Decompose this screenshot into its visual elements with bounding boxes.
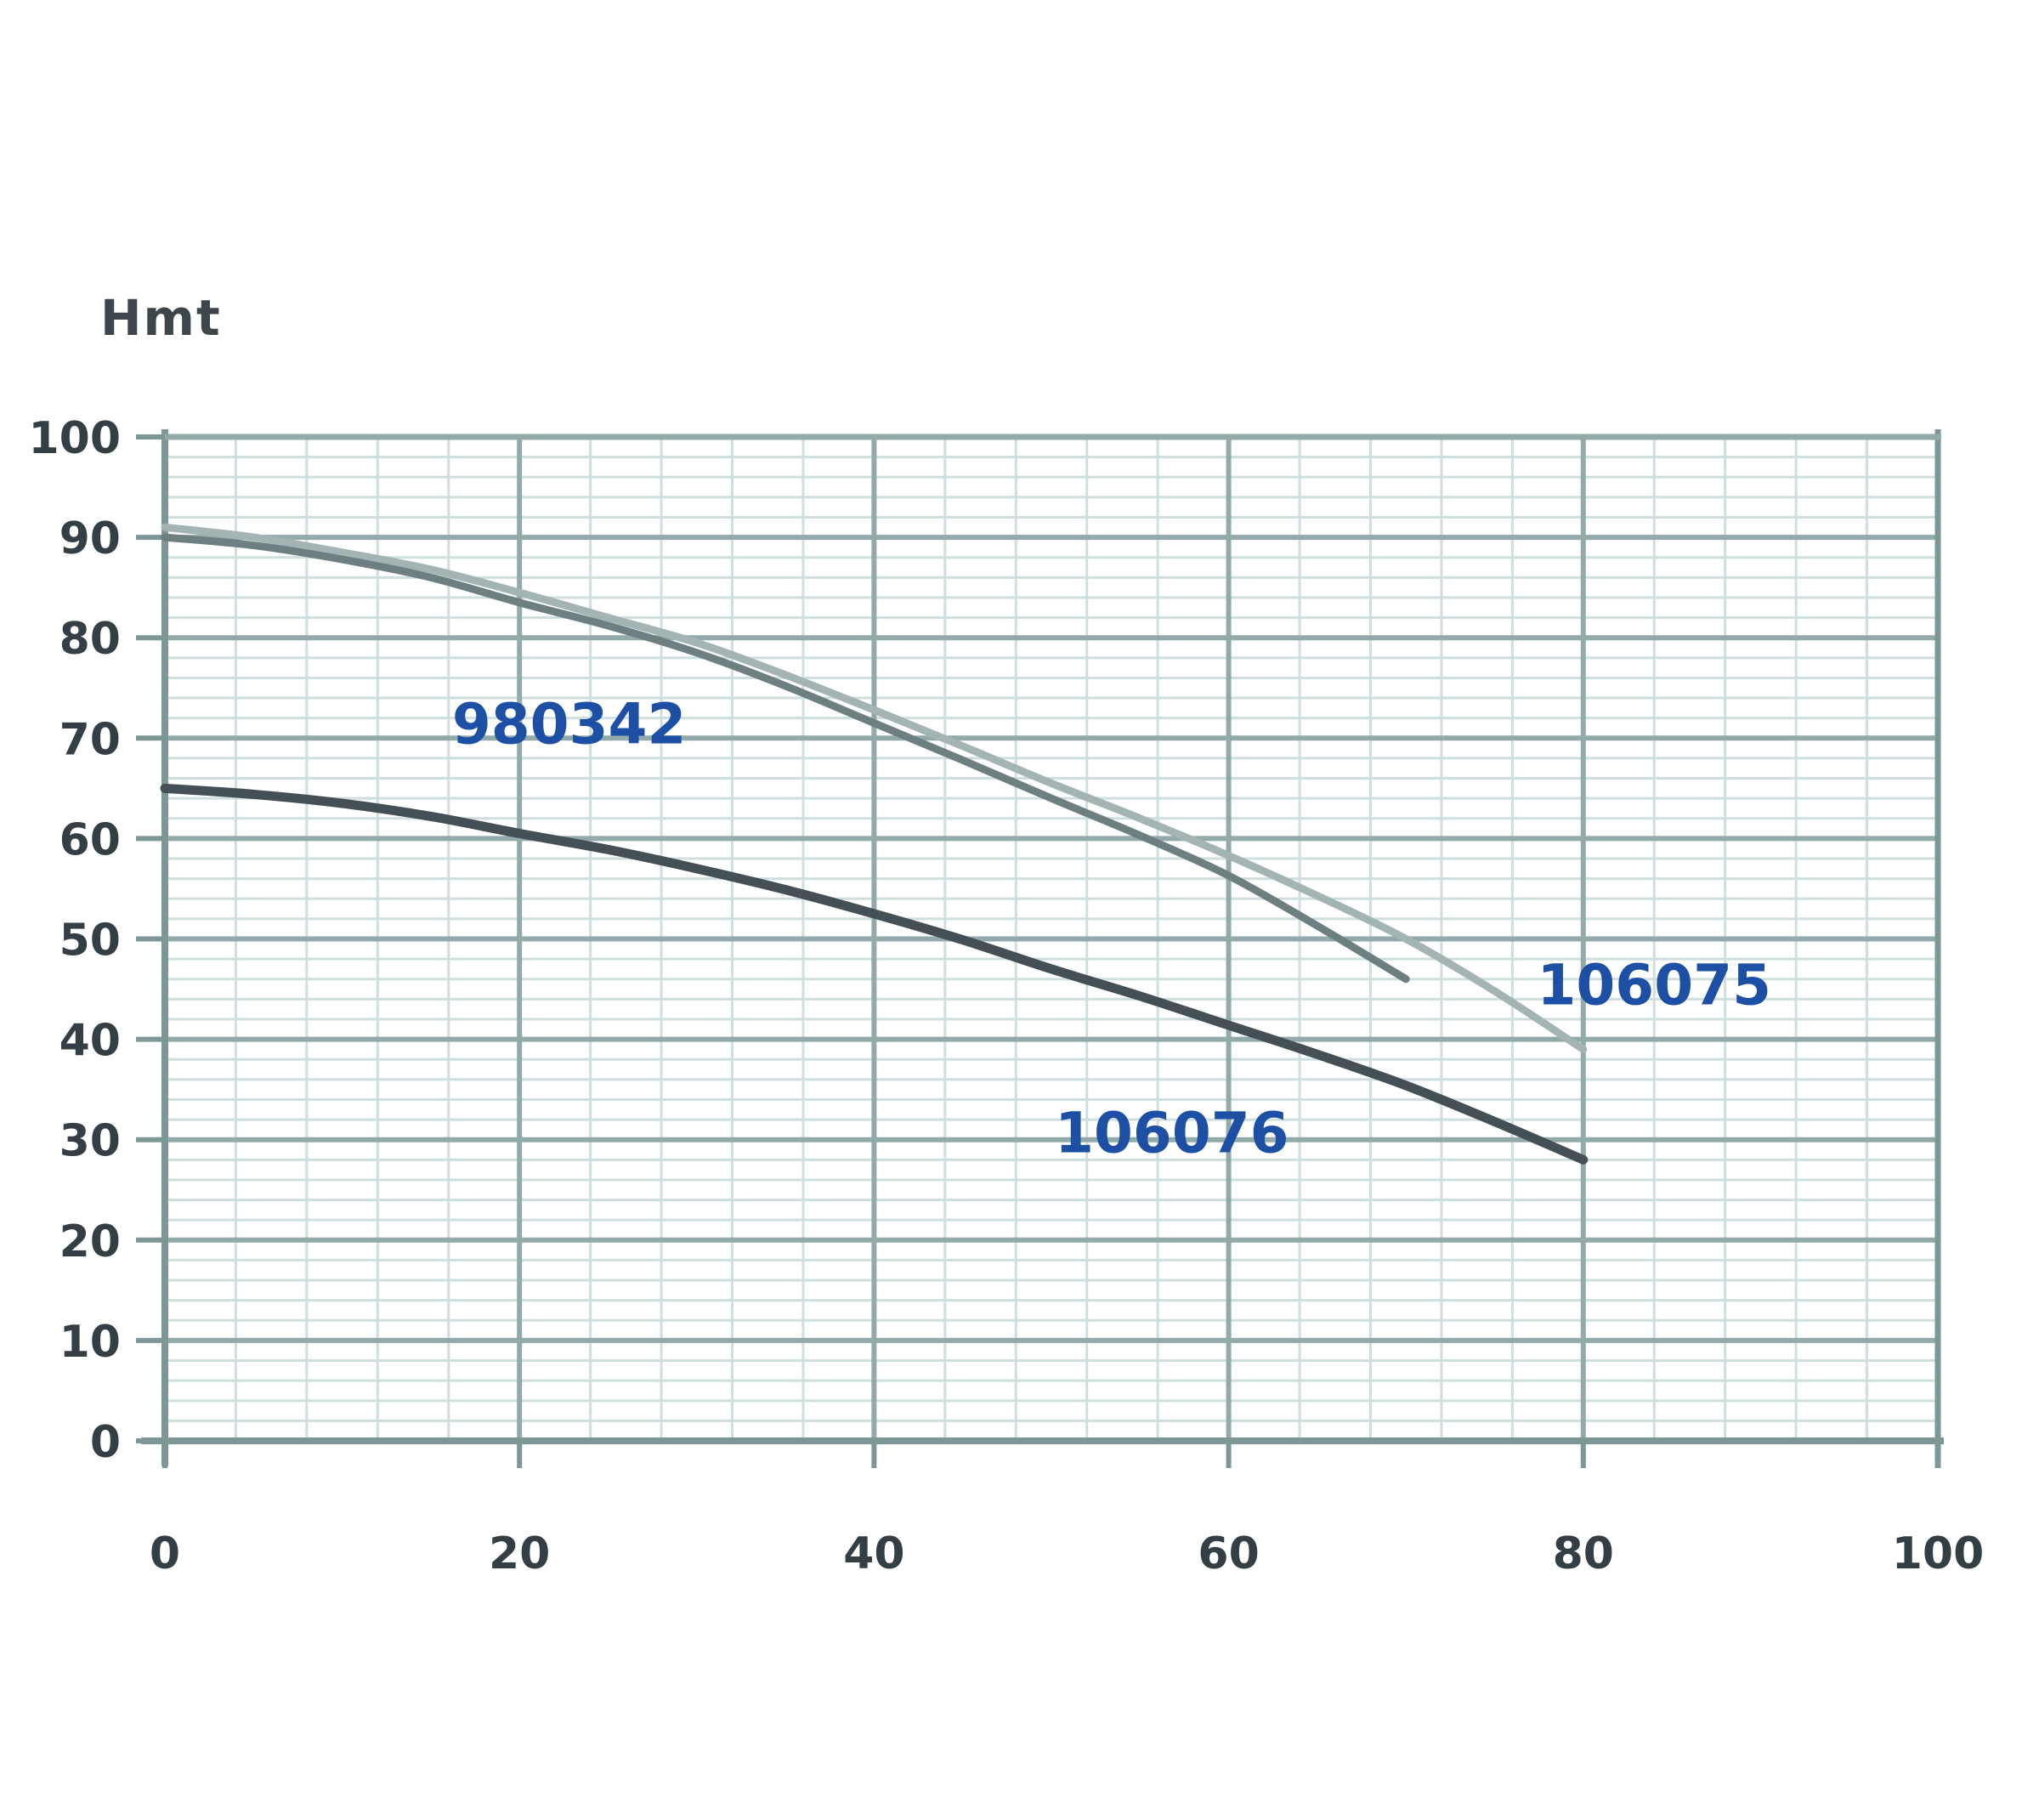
x-tick-label: 40 <box>843 1528 904 1579</box>
grid-major-lines <box>162 434 1940 1443</box>
y-tick-label: 0 <box>90 1417 121 1468</box>
y-tick-label: 30 <box>59 1116 121 1167</box>
x-tick-label: 60 <box>1198 1528 1259 1579</box>
curve-label-980342: 980342 <box>452 692 687 757</box>
x-tick-label: 0 <box>150 1528 180 1579</box>
curve-label-106075: 106075 <box>1537 953 1771 1018</box>
y-tick-label: 90 <box>59 513 121 564</box>
x-tick-label: 20 <box>489 1528 550 1579</box>
curve-106075 <box>161 523 1588 1053</box>
y-tick-label: 70 <box>59 714 121 765</box>
x-tick-label: 80 <box>1553 1528 1614 1579</box>
y-tick-label: 40 <box>59 1016 121 1067</box>
y-tick-label: 100 <box>28 413 121 464</box>
y-tick-label: 50 <box>59 916 121 967</box>
curve-106076 <box>160 783 1589 1165</box>
y-tick-label: 80 <box>59 614 121 665</box>
y-tick-label: 10 <box>59 1317 121 1368</box>
y-axis-title: Hmt <box>100 289 222 347</box>
axes-and-ticks <box>136 429 1944 1468</box>
y-tick-label: 60 <box>59 814 121 865</box>
y-tick-label: 20 <box>59 1216 121 1267</box>
labels: 0 10 20 30 40 50 60 70 80 90 100 0 20 40 60 80 100 980342… <box>28 413 1984 1579</box>
x-tick-label: 100 <box>1892 1528 1985 1579</box>
curve-980342 <box>161 533 1410 984</box>
curve-label-106076: 106076 <box>1055 1100 1289 1165</box>
curves <box>160 523 1589 1165</box>
